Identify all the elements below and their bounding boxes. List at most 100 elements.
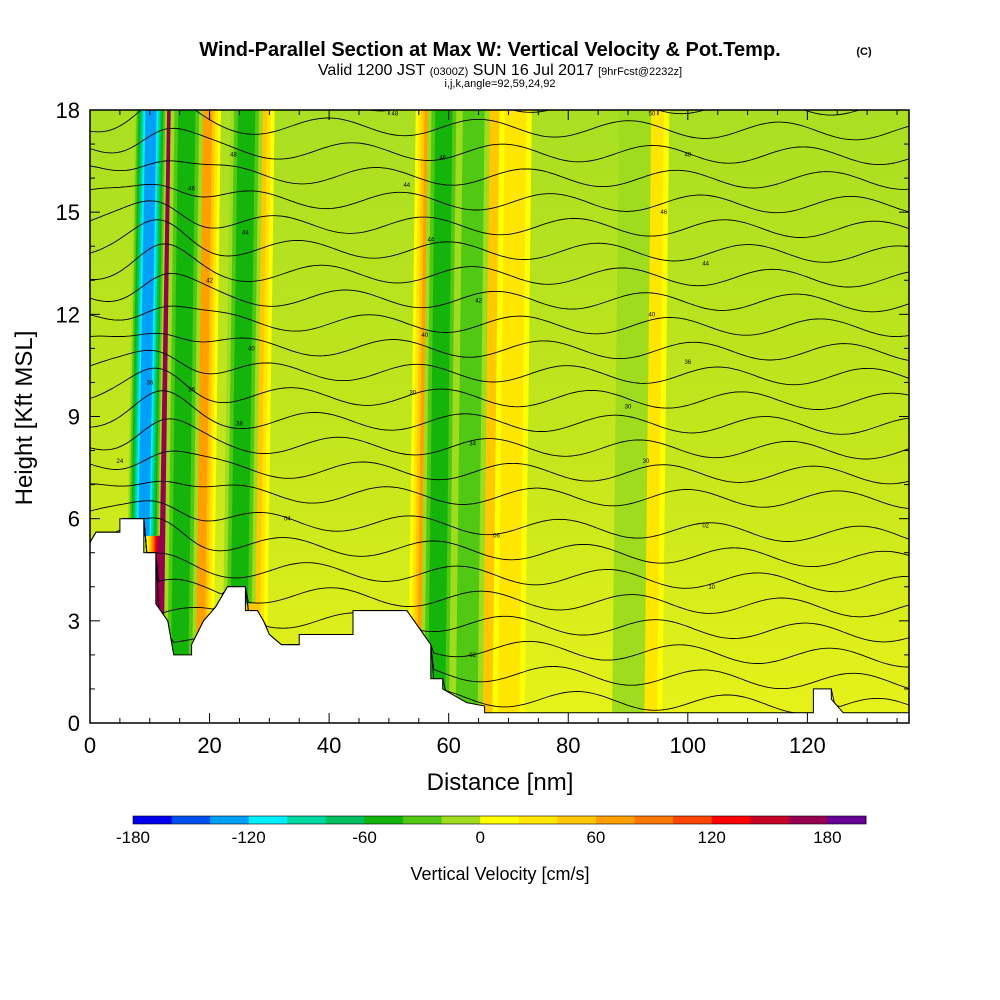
- colorbar-tick-label: 120: [698, 828, 726, 847]
- contour-label: 48: [392, 111, 399, 117]
- contour-label: 36: [188, 387, 195, 393]
- contour-label: 42: [206, 278, 213, 284]
- theta-contours: [90, 110, 909, 714]
- x-tick-label: 120: [789, 733, 826, 758]
- colorbar-swatch: [248, 816, 288, 824]
- x-tick-label: 80: [556, 733, 580, 758]
- contour-label: 48: [230, 152, 237, 158]
- contour-label: 46: [661, 210, 668, 216]
- contour-label: 44: [702, 261, 709, 267]
- contour-label: 24: [117, 459, 124, 465]
- colorbar-swatch: [518, 816, 558, 824]
- contour-label: 40: [649, 312, 656, 318]
- contour-label: 46: [439, 156, 446, 162]
- y-tick-label: 9: [68, 405, 80, 430]
- contour-label: 46: [188, 186, 195, 192]
- colorbar: -180 -120 -60 0 60 120 180: [116, 815, 867, 847]
- colorbar-tick-label: -60: [352, 828, 377, 847]
- colorbar-swatch: [750, 816, 790, 824]
- colorbar-swatch: [325, 816, 365, 824]
- theta-contour-line: [90, 272, 909, 313]
- y-tick-label: 15: [56, 200, 80, 225]
- y-tick-label: 0: [68, 711, 80, 736]
- colorbar-swatch: [441, 816, 481, 824]
- colorbar-label: Vertical Velocity [cm/s]: [410, 864, 589, 884]
- contour-label: 44: [403, 183, 410, 189]
- colorbar-swatch: [480, 816, 520, 824]
- terrain-mask: [90, 518, 909, 723]
- contour-label: 02: [469, 653, 476, 659]
- theta-contour-line: [90, 305, 909, 338]
- theta-contour-line: [90, 219, 909, 263]
- chart-subtitle: Valid 1200 JST (0300Z) SUN 16 Jul 2017 […: [318, 62, 682, 79]
- contour-label: 30: [643, 459, 650, 465]
- colorbar-tick-label: 60: [586, 828, 605, 847]
- contour-label: 02: [702, 524, 709, 530]
- colorbar-swatch: [827, 816, 867, 824]
- y-tick-label: 3: [68, 609, 80, 634]
- colorbar-frame: [132, 815, 867, 825]
- chart-subtitle-indices: i,j,k,angle=92,59,24,92: [444, 78, 555, 90]
- title-copyright-mark: (C): [856, 46, 872, 58]
- colorbar-tick-label: -180: [116, 828, 150, 847]
- contour-label: 30: [625, 404, 632, 410]
- x-tick-label: 100: [669, 733, 706, 758]
- downdraft-band: [455, 110, 485, 720]
- theta-contour-line: [90, 500, 909, 542]
- colorbar-tick-label: -120: [232, 828, 266, 847]
- theta-contour-line: [90, 160, 909, 190]
- contour-label: 48: [684, 152, 691, 158]
- theta-contour-line: [90, 390, 909, 435]
- theta-contour-line: [90, 418, 909, 460]
- updraft-band: [497, 110, 527, 723]
- theta-contour-line: [90, 518, 909, 593]
- x-tick-label: 0: [84, 733, 96, 758]
- theta-contour-line: [90, 127, 909, 166]
- colorbar-swatch: [673, 816, 713, 824]
- colorbar-swatch: [634, 816, 674, 824]
- x-axis-label: Distance [nm]: [427, 769, 574, 796]
- theta-contour-line: [90, 200, 909, 238]
- downdraft-band: [428, 110, 453, 696]
- colorbar-swatch: [210, 816, 250, 824]
- contour-label: 42: [475, 299, 482, 305]
- theta-contour-line: [90, 349, 909, 386]
- colorbar-swatch: [557, 816, 597, 824]
- contour-label: 30: [409, 391, 416, 397]
- y-axis-label: Height [Kft MSL]: [11, 331, 38, 506]
- contour-label: 44: [242, 231, 249, 237]
- contour-label: 44: [427, 237, 434, 243]
- colorbar-swatch: [133, 816, 173, 824]
- theta-contour-line: [90, 332, 909, 361]
- x-tick-label: 60: [436, 733, 460, 758]
- colorbar-swatch: [364, 816, 404, 824]
- theta-contour-line: [90, 367, 909, 410]
- contour-label: 36: [684, 360, 691, 366]
- colorbar-swatch: [171, 816, 211, 824]
- colorbar-tick-label: 0: [475, 828, 484, 847]
- colorbar-swatch: [403, 816, 443, 824]
- contour-label: 04: [284, 517, 291, 523]
- theta-contour-line: [90, 110, 909, 141]
- x-tick-label: 20: [197, 733, 221, 758]
- downdraft-band: [171, 110, 196, 672]
- contour-label: 40: [248, 346, 255, 352]
- contour-labels: 36 24 04 06 02 02 10 30 34 30 30 36 38 40 42 44 46 48 48 46…: [117, 111, 716, 659]
- x-tick-label: 40: [317, 733, 341, 758]
- y-tick-label: 6: [68, 507, 80, 532]
- contour-label: 38: [236, 421, 243, 427]
- downdraft-band: [611, 110, 652, 723]
- colorbar-swatch: [287, 816, 327, 824]
- contour-label: 10: [708, 585, 715, 591]
- contour-label: 34: [469, 442, 476, 448]
- contour-label: 40: [421, 333, 428, 339]
- chart-title: Wind-Parallel Section at Max W: Vertical…: [199, 39, 780, 61]
- downdraft-band: [138, 110, 157, 536]
- y-tick-label: 12: [56, 302, 80, 327]
- colorbar-swatch: [595, 816, 635, 824]
- theta-contour-line: [90, 450, 909, 485]
- contour-label: 36: [146, 380, 153, 386]
- plot-area: 36 24 04 06 02 02 10 30 34 30 30 36 38 40 42 44 46 48 48 46…: [90, 110, 909, 723]
